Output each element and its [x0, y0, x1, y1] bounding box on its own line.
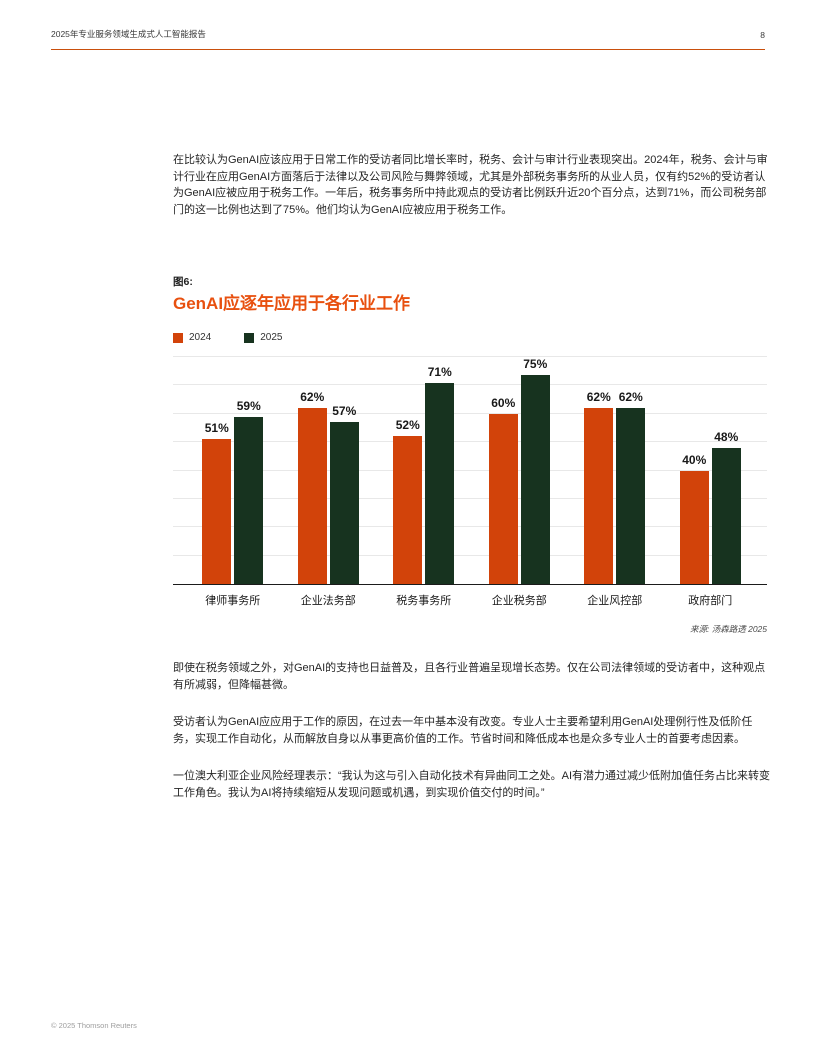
- bar-2024: [393, 436, 423, 584]
- bar-2024: [679, 470, 709, 584]
- category-label: 税务事务所: [396, 595, 452, 607]
- copyright-text: © 2025 Thomson Reuters: [51, 1021, 137, 1030]
- bar-column: 52%: [393, 357, 423, 584]
- gridline: [173, 441, 767, 443]
- legend-item-2024: 2024: [173, 332, 211, 343]
- bar-group: 51% 59%: [185, 357, 281, 584]
- category-label: 律师事务所: [205, 595, 261, 607]
- category-label: 企业税务部: [491, 595, 547, 607]
- intro-paragraph: 在比较认为GenAI应该应用于日常工作的受访者同比增长率时，税务、会计与审计行业…: [173, 154, 768, 216]
- bar-group: 60% 75%: [472, 357, 568, 584]
- bar-2024: [297, 408, 327, 584]
- page-footer: © 2025 Thomson Reuters: [51, 1021, 137, 1030]
- bar-value-label: 48%: [714, 429, 739, 444]
- figure-title: GenAI应逐年应用于各行业工作: [173, 294, 411, 313]
- gridline: [173, 497, 767, 499]
- bar-column: 71%: [425, 357, 455, 584]
- bar-column: 62%: [584, 357, 614, 584]
- category-label: 企业风控部: [587, 595, 643, 607]
- bar-2025: [711, 447, 741, 584]
- bar-value-label: 51%: [204, 421, 229, 436]
- bar-value-label: 71%: [427, 364, 452, 379]
- bar-group: 52% 71%: [376, 357, 472, 584]
- bar-value-label: 40%: [682, 452, 707, 467]
- category-label: 企业法务部: [300, 595, 356, 607]
- category-label: 政府部门: [688, 595, 733, 607]
- bar-column: 59%: [234, 357, 264, 584]
- bar-group: 62% 57%: [281, 357, 377, 584]
- bar-value-label: 57%: [332, 404, 357, 419]
- bar-group: 40% 48%: [663, 357, 759, 584]
- bar-2025: [616, 408, 646, 584]
- bar-value-label: 52%: [395, 418, 420, 433]
- bar-2025: [425, 382, 455, 584]
- gridline: [173, 526, 767, 528]
- bar-column: 40%: [679, 357, 709, 584]
- bar-column: 48%: [711, 357, 741, 584]
- bar-2024: [488, 413, 518, 584]
- gridline: [173, 356, 767, 357]
- bar-value-label: 59%: [236, 398, 261, 413]
- header-title: 2025年专业服务领域生成式人工智能报告: [51, 29, 206, 39]
- gridline: [173, 554, 767, 556]
- legend-label: 2025: [260, 332, 283, 343]
- chart-legend: 2024 2025: [173, 332, 773, 343]
- bar-column: 57%: [329, 357, 359, 584]
- content-column: 在比较认为GenAI应该应用于日常工作的受访者同比增长率时，税务、会计与审计行业…: [173, 152, 773, 822]
- chart-bars: 51% 59% 62% 57% 52% 71% 60% 75% 62% 62% 40% 48%: [173, 357, 767, 584]
- figure-block: 图6: GenAI应逐年应用于各行业工作 2024 2025 51% 59% 62% 5…: [173, 274, 773, 635]
- bar-2024: [202, 439, 232, 584]
- bar-column: 51%: [202, 357, 232, 584]
- bar-column: 75%: [520, 357, 550, 584]
- bar-2025: [520, 375, 550, 584]
- bar-2024: [584, 408, 614, 584]
- legend-swatch-icon: [244, 332, 255, 343]
- legend-label: 2024: [189, 332, 212, 343]
- bar-chart: 51% 59% 62% 57% 52% 71% 60% 75% 62% 62% 40% 48%: [173, 356, 767, 585]
- bar-2025: [234, 416, 264, 584]
- page-number: 8: [760, 30, 765, 40]
- chart-source: 来源: 汤森路透 2025: [690, 624, 767, 634]
- bar-column: 62%: [297, 357, 327, 584]
- bar-group: 62% 62%: [567, 357, 663, 584]
- bar-value-label: 62%: [586, 390, 611, 405]
- gridline: [173, 384, 767, 386]
- gridline: [173, 412, 767, 414]
- legend-item-2025: 2025: [244, 332, 283, 343]
- page-header: 2025年专业服务领域生成式人工智能报告 8: [51, 28, 765, 50]
- bar-column: 62%: [616, 357, 646, 584]
- bar-value-label: 60%: [491, 395, 516, 410]
- figure-label: 图6:: [173, 276, 193, 288]
- bar-2025: [329, 422, 359, 584]
- bar-value-label: 62%: [618, 390, 643, 405]
- legend-swatch-icon: [173, 332, 183, 343]
- bar-value-label: 75%: [523, 357, 548, 371]
- bar-value-label: 62%: [300, 390, 325, 405]
- body-paragraph-2: 即使在税务领域之外，对GenAI的支持也日益普及，且各行业普遍呈现增长态势。仅在…: [173, 662, 766, 691]
- gridline: [173, 469, 767, 471]
- body-paragraph-4: 一位澳大利亚企业风险经理表示：“我认为这与引入自动化技术有异曲同工之处。AI有潜…: [173, 770, 771, 799]
- bar-column: 60%: [488, 357, 518, 584]
- body-paragraph-3: 受访者认为GenAI应应用于工作的原因，在过去一年中基本没有改变。专业人士主要希…: [173, 716, 753, 745]
- chart-category-axis: 律师事务所 企业法务部 税务事务所 企业税务部 企业风控部 政府部门: [173, 592, 767, 608]
